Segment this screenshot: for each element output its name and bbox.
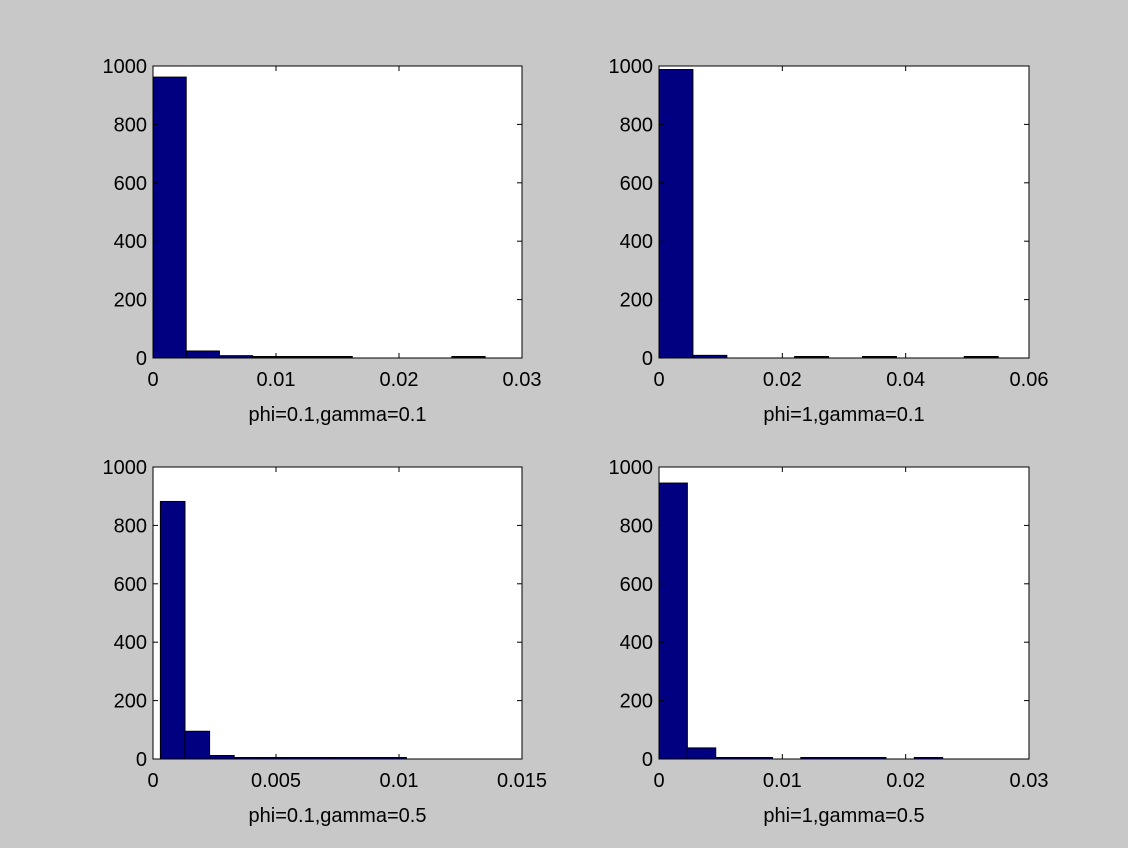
y-tick-label: 1000: [609, 457, 654, 479]
subplot-phi-1-gamma-0.1: 0 200 400 600 800 1000 0 0.02 0.04 0.06 phi=1,ga…: [609, 56, 1049, 426]
y-ticks: 0 200 400 600 800 1000: [609, 56, 1029, 370]
y-tick-label: 800: [620, 515, 653, 537]
histogram-bar: [686, 747, 717, 760]
y-tick-label: 200: [620, 691, 653, 713]
axes-frame: [152, 466, 523, 760]
y-tick-label: 800: [620, 114, 653, 136]
y-tick-label: 200: [114, 691, 147, 713]
x-axis-label: phi=0.1,gamma=0.1: [249, 404, 427, 426]
x-axis-label: phi=0.1,gamma=0.5: [249, 805, 427, 827]
x-tick-label: 0.03: [503, 369, 542, 391]
y-tick-label: 800: [114, 114, 147, 136]
x-tick-label: 0.01: [380, 770, 419, 792]
histogram-bar: [658, 69, 694, 359]
x-tick-label: 0.04: [886, 369, 925, 391]
plot-area: [153, 66, 522, 358]
x-ticks: 0 0.01 0.02 0.03: [147, 66, 541, 391]
histogram-bar: [658, 482, 688, 760]
x-axis-label: phi=1,gamma=0.5: [763, 805, 924, 827]
x-tick-label: 0.02: [886, 770, 925, 792]
y-tick-label: 600: [114, 574, 147, 596]
plot-area: [659, 66, 1029, 358]
y-tick-label: 400: [114, 231, 147, 253]
y-tick-label: 0: [136, 749, 147, 771]
x-tick-label: 0.06: [1010, 369, 1049, 391]
y-ticks: 0 200 400 600 800 1000: [103, 457, 522, 771]
axes-frame: [152, 65, 523, 359]
x-tick-label: 0.015: [497, 770, 547, 792]
histogram-bar: [185, 350, 220, 359]
x-tick-label: 0.02: [380, 369, 419, 391]
plot-area: [153, 467, 522, 759]
y-tick-label: 600: [620, 173, 653, 195]
histogram-bar: [152, 76, 187, 359]
x-ticks: 0 0.01 0.02 0.03: [653, 467, 1048, 792]
x-tick-label: 0: [653, 369, 664, 391]
x-tick-label: 0.005: [251, 770, 301, 792]
y-tick-label: 1000: [609, 56, 654, 78]
y-tick-label: 400: [114, 632, 147, 654]
x-tick-label: 0.01: [763, 770, 802, 792]
y-tick-label: 400: [620, 632, 653, 654]
subplot-phi-0.1-gamma-0.5: 0 200 400 600 800 1000 0 0.005 0.01 0.015 phi=0.…: [103, 457, 548, 827]
y-tick-label: 200: [114, 290, 147, 312]
axes-frame: [658, 65, 1030, 359]
y-tick-label: 800: [114, 515, 147, 537]
bars: [658, 69, 999, 359]
x-tick-label: 0.03: [1010, 770, 1049, 792]
y-tick-label: 1000: [103, 457, 148, 479]
subplot-phi-1-gamma-0.5: 0 200 400 600 800 1000 0 0.01 0.02 0.03 phi=1,ga…: [609, 457, 1049, 827]
x-tick-label: 0: [147, 770, 158, 792]
y-tick-label: 1000: [103, 56, 148, 78]
y-tick-label: 200: [620, 290, 653, 312]
y-ticks: 0 200 400 600 800 1000: [609, 457, 1029, 771]
y-tick-label: 400: [620, 231, 653, 253]
y-tick-label: 0: [642, 749, 653, 771]
y-ticks: 0 200 400 600 800 1000: [103, 56, 522, 370]
x-tick-label: 0.01: [257, 369, 296, 391]
y-tick-label: 600: [114, 173, 147, 195]
x-axis-label: phi=1,gamma=0.1: [763, 404, 924, 426]
plot-area: [659, 467, 1029, 759]
histogram-bar: [159, 500, 186, 760]
histogram-bar: [209, 754, 235, 760]
y-tick-label: 0: [136, 348, 147, 370]
x-tick-label: 0: [147, 369, 158, 391]
histogram-bar: [184, 730, 211, 760]
y-tick-label: 0: [642, 348, 653, 370]
x-tick-label: 0: [653, 770, 664, 792]
axes-frame: [658, 466, 1030, 760]
y-tick-label: 600: [620, 574, 653, 596]
subplot-phi-0.1-gamma-0.1: 0 200 400 600 800 1000 0 0.01 0.02 0.03 phi=0.1,…: [103, 56, 542, 426]
x-ticks: 0 0.02 0.04 0.06: [653, 66, 1048, 391]
x-tick-label: 0.02: [763, 369, 802, 391]
x-ticks: 0 0.005 0.01 0.015: [147, 467, 547, 792]
